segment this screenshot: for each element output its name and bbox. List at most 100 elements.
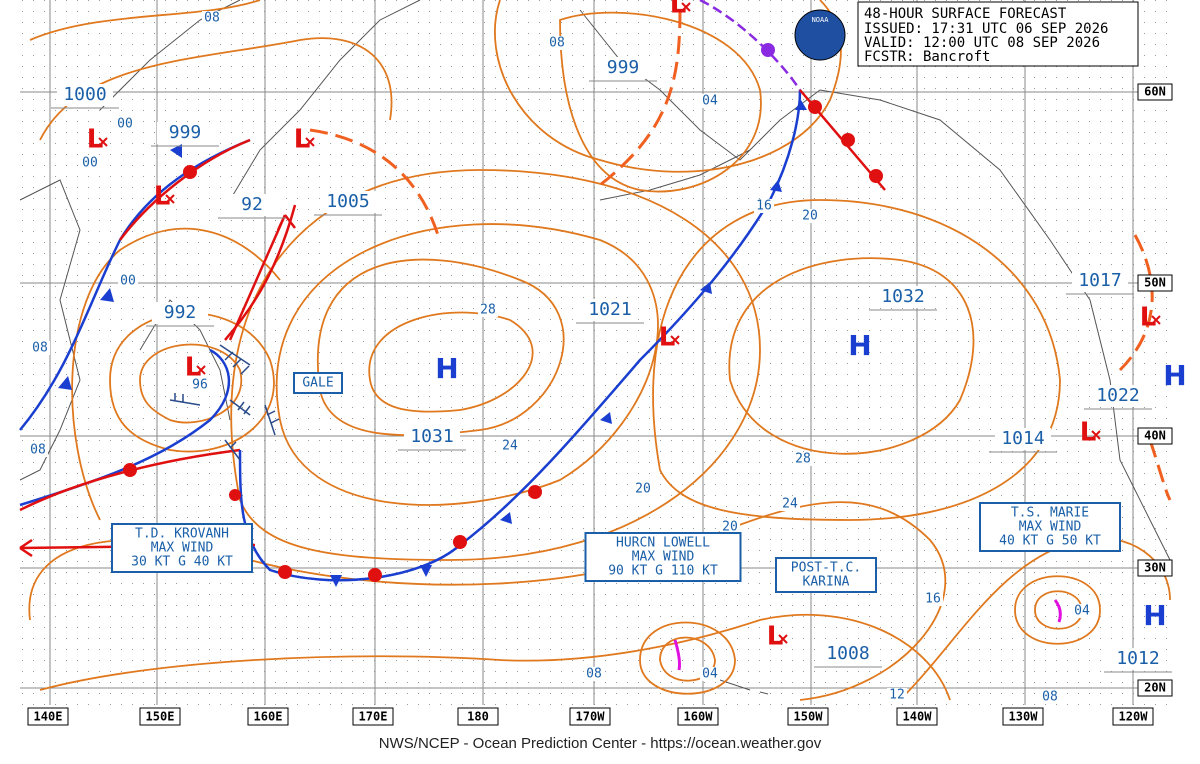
low-center: L — [185, 353, 202, 383]
low-center: L — [659, 323, 676, 353]
isobar-label-bg — [1040, 690, 1060, 704]
isobar-label: 16 — [756, 199, 772, 214]
pressure-label: 1031 — [410, 426, 453, 447]
pressure-label: 999 — [169, 122, 202, 143]
coastlines — [19, 0, 1171, 695]
storm-text: HURCN LOWELL — [616, 536, 710, 551]
storm-text: T.D. KROVANH — [135, 527, 229, 542]
pressure-label: 1014 — [1001, 428, 1044, 449]
isobar-label: 04 — [1074, 604, 1090, 619]
isobar-label-bg — [633, 482, 653, 496]
lon-label-box — [569, 707, 611, 726]
lon-label: 160W — [684, 710, 714, 724]
low-x — [98, 137, 108, 147]
lon-label-box — [27, 707, 69, 726]
pressure-label: 992 — [164, 302, 197, 323]
lon-label: 140E — [34, 710, 63, 724]
pressure-label-bg — [1072, 270, 1128, 292]
high-center: H — [848, 329, 871, 362]
isobar-label-bg — [478, 303, 498, 317]
lon-label-box — [247, 707, 289, 726]
storm-box — [979, 502, 1121, 552]
isobar-label: 20 — [722, 520, 738, 535]
lat-label-box — [1137, 559, 1173, 577]
isobar-label-bg — [793, 452, 813, 466]
isobar-label-bg — [80, 156, 100, 170]
lon-label-box — [1002, 707, 1044, 726]
isobar-label: 24 — [502, 439, 518, 454]
lon-label-box — [352, 707, 394, 726]
pressure-label: 1008 — [826, 643, 869, 664]
low-x — [305, 137, 315, 147]
isobar-label-bg — [1072, 604, 1092, 618]
low-x — [670, 335, 680, 345]
pressure-label-bg — [1110, 648, 1166, 670]
low-center: L — [87, 125, 104, 155]
pressure-label: 1022 — [1096, 385, 1139, 406]
pressure-label-bg — [820, 643, 876, 665]
lon-label: 180 — [467, 710, 489, 724]
high-center: H — [1163, 359, 1186, 392]
isobar-label: 20 — [802, 209, 818, 224]
low-x — [196, 365, 206, 375]
pressure-label-bg — [875, 286, 931, 308]
isobar-label-bg — [547, 36, 567, 50]
isobar-label: 04 — [702, 94, 718, 109]
gale-box — [293, 372, 343, 394]
pressure-label: 1000 — [63, 84, 106, 105]
pressure-label-bg — [57, 84, 113, 106]
low-center: L — [1080, 418, 1097, 448]
pressure-label-bg — [224, 194, 280, 216]
isobar-label: 12 — [889, 688, 905, 703]
logo-text: NOAA — [812, 16, 830, 24]
storm-text: 40 KT G 50 KT — [999, 534, 1101, 549]
isobar-label-bg — [754, 199, 774, 213]
isobar-label: 04 — [702, 667, 718, 682]
pressure-label-bg — [404, 426, 460, 448]
lon-label-box — [139, 707, 181, 726]
pressure-label: 92 — [241, 194, 263, 215]
isobar-label: 08 — [32, 341, 48, 356]
wind-barbs — [169, 344, 280, 461]
pressure-label-bg — [1090, 385, 1146, 407]
low-center: L — [1140, 303, 1157, 333]
storm-box — [111, 523, 253, 573]
lat-label: 30N — [1144, 561, 1166, 575]
isobar-label: 28 — [795, 452, 811, 467]
isobar-label: 96 — [192, 378, 208, 393]
lon-label: 150E — [146, 710, 175, 724]
lon-label-box — [787, 707, 829, 726]
isobar-label-bg — [202, 11, 222, 25]
lat-label-box — [1137, 274, 1173, 292]
pressure-label-bg — [582, 299, 638, 321]
isobar-label-bg — [500, 439, 520, 453]
isobar-label-bg — [30, 341, 50, 355]
isobar-label: 24 — [782, 497, 798, 512]
footer: NWS/NCEP - Ocean Prediction Center - htt… — [379, 735, 822, 752]
storm-text: KARINA — [803, 575, 850, 590]
isobar-label-bg — [887, 688, 907, 702]
isobar-label: 00 — [82, 156, 98, 171]
storm-text: MAX WIND — [1019, 520, 1082, 535]
isobar-label: 20 — [635, 482, 651, 497]
pressure-label: 1032 — [881, 286, 924, 307]
isobar-label: 08 — [586, 667, 602, 682]
lat-label: 50N — [1144, 276, 1166, 290]
isobar-label-bg — [720, 520, 740, 534]
gale-label: GALE — [302, 376, 333, 391]
isobar-label-bg — [800, 209, 820, 223]
pressure-label-bg — [995, 428, 1051, 450]
low-center: L — [154, 182, 171, 212]
isobar-label: 00 — [117, 117, 133, 132]
pressure-label-bg — [152, 302, 208, 324]
noaa-logo — [794, 9, 846, 61]
isobar-label: 08 — [30, 443, 46, 458]
isobar-label-bg — [700, 667, 720, 681]
lon-label: 170E — [359, 710, 388, 724]
pressure-label: 1017 — [1078, 270, 1121, 291]
isobar-label: 08 — [1042, 690, 1058, 705]
isobar-label: 16 — [925, 592, 941, 607]
low-x — [1151, 315, 1161, 325]
low-x — [165, 194, 175, 204]
